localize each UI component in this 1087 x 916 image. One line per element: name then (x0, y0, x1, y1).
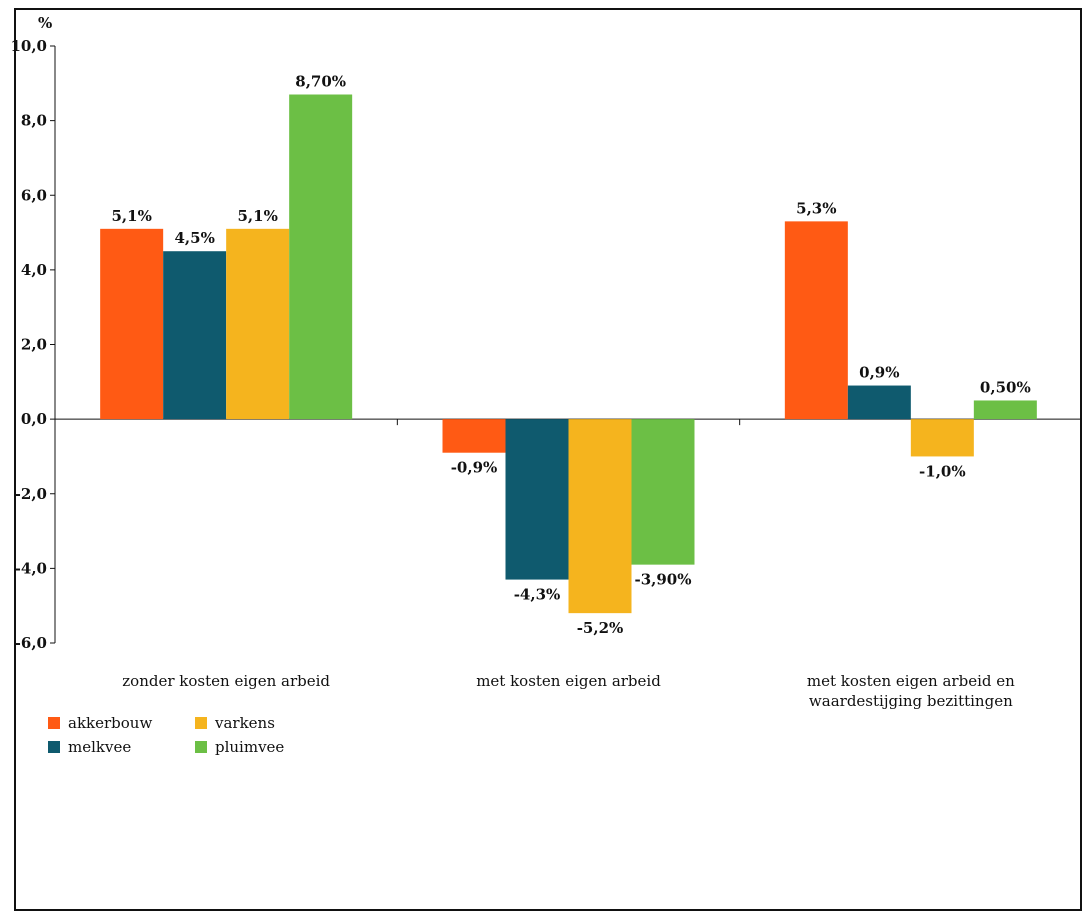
bar-varkens (910, 419, 974, 457)
data-label-pluimvee: -3,90% (634, 571, 691, 589)
bar-pluimvee (289, 94, 353, 420)
bars (100, 94, 1037, 614)
bar-varkens (226, 228, 290, 420)
legend-label-akkerbouw: akkerbouw (68, 714, 152, 732)
bar-melkvee (847, 385, 911, 420)
category-label: met kosten eigen arbeid en (807, 672, 1015, 690)
category-label: waardestijging bezittingen (809, 692, 1013, 710)
data-label-pluimvee: 8,70% (295, 73, 346, 91)
data-label-pluimvee: 0,50% (980, 378, 1031, 396)
data-label-akkerbouw: 5,3% (796, 199, 836, 217)
category-labels: zonder kosten eigen arbeid met kosten eig… (122, 672, 1015, 710)
legend-label-melkvee: melkvee (68, 738, 131, 756)
data-label-varkens: 5,1% (237, 207, 277, 225)
bar-akkerbouw (442, 419, 506, 453)
category-label: zonder kosten eigen arbeid (122, 672, 330, 690)
bar-pluimvee (631, 419, 695, 565)
data-label-varkens: -1,0% (919, 462, 966, 480)
bar-pluimvee (973, 400, 1037, 420)
bar-varkens (568, 419, 632, 614)
y-tick-label: -6,0 (15, 634, 47, 652)
y-axis-unit-label: % (38, 14, 52, 32)
data-label-melkvee: 4,5% (174, 229, 214, 247)
data-label-melkvee: -4,3% (514, 586, 561, 604)
bar-melkvee (505, 419, 569, 580)
y-tick-label: 2,0 (21, 336, 47, 354)
y-tick-label: 0,0 (21, 410, 47, 428)
legend-swatch-pluimvee (195, 741, 207, 753)
category-label: met kosten eigen arbeid (476, 672, 661, 690)
y-tick-label: 4,0 (21, 261, 47, 279)
data-labels: 5,1% -0,9% 5,3% 4,5% -4,3% 0,9% 5,1% -5,2% -1,0%… (111, 73, 1030, 638)
legend-swatch-varkens (195, 717, 207, 729)
data-label-akkerbouw: 5,1% (111, 207, 151, 225)
bar-akkerbouw (100, 228, 164, 420)
legend: akkerbouw melkvee varkens pluimvee (48, 714, 284, 756)
legend-swatch-akkerbouw (48, 717, 60, 729)
y-tick-label: -4,0 (15, 559, 47, 577)
data-label-akkerbouw: -0,9% (451, 459, 498, 477)
bar-melkvee (163, 251, 227, 420)
bar-akkerbouw (784, 221, 848, 420)
legend-swatch-melkvee (48, 741, 60, 753)
legend-label-pluimvee: pluimvee (215, 738, 284, 756)
legend-label-varkens: varkens (214, 714, 275, 732)
data-label-varkens: -5,2% (577, 619, 624, 637)
y-tick-label: 10,0 (10, 37, 47, 55)
y-tick-label: 8,0 (21, 112, 47, 130)
y-tick-label: 6,0 (21, 186, 47, 204)
data-label-melkvee: 0,9% (859, 364, 899, 382)
y-tick-label: -2,0 (15, 485, 47, 503)
